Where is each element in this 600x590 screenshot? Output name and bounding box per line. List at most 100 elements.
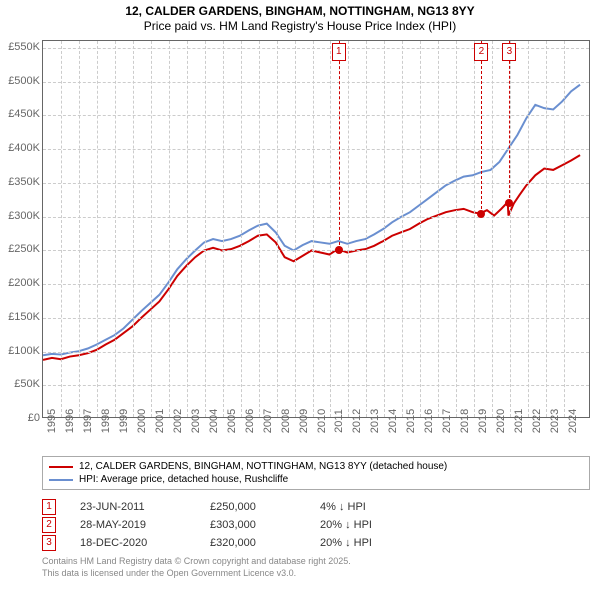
y-axis-label: £200K: [8, 277, 40, 289]
marker-label-box: 2: [474, 43, 488, 61]
x-axis-label: 1996: [64, 409, 76, 433]
chart-container: 12, CALDER GARDENS, BINGHAM, NOTTINGHAM,…: [0, 0, 600, 590]
marker-line: [509, 41, 510, 203]
chart-legend: 12, CALDER GARDENS, BINGHAM, NOTTINGHAM,…: [42, 456, 590, 490]
y-axis-label: £450K: [8, 108, 40, 120]
y-axis-label: £100K: [8, 345, 40, 357]
gridline-vertical: [313, 41, 314, 417]
gridline-horizontal: [43, 82, 589, 83]
gridline-vertical: [259, 41, 260, 417]
gridline-vertical: [456, 41, 457, 417]
x-axis-label: 2016: [423, 409, 435, 433]
title-subtitle: Price paid vs. HM Land Registry's House …: [0, 19, 600, 34]
sales-marker-box: 2: [42, 517, 56, 533]
x-axis-label: 2021: [513, 409, 525, 433]
y-axis-label: £300K: [8, 210, 40, 222]
x-axis-label: 2019: [477, 409, 489, 433]
x-axis-label: 2002: [172, 409, 184, 433]
sales-row: 318-DEC-2020£320,00020% ↓ HPI: [42, 534, 420, 552]
gridline-vertical: [348, 41, 349, 417]
x-axis-label: 2023: [549, 409, 561, 433]
sales-date: 23-JUN-2011: [80, 501, 210, 513]
x-axis-label: 2022: [531, 409, 543, 433]
gridline-horizontal: [43, 149, 589, 150]
chart-plot-area: 1995199619971998199920002001200220032004…: [42, 40, 590, 418]
marker-dot: [335, 246, 343, 254]
gridline-vertical: [277, 41, 278, 417]
legend-label: HPI: Average price, detached house, Rush…: [79, 474, 288, 485]
sales-row: 1 23-JUN-2011£250,0004% ↓ HPI: [42, 498, 420, 516]
gridline-horizontal: [43, 115, 589, 116]
y-axis-label: £150K: [8, 311, 40, 323]
footnote-line1: Contains HM Land Registry data © Crown c…: [42, 556, 351, 568]
gridline-vertical: [133, 41, 134, 417]
gridline-horizontal: [43, 183, 589, 184]
x-axis-label: 2020: [495, 409, 507, 433]
sales-price: £303,000: [210, 519, 320, 531]
sales-date: 28-MAY-2019: [80, 519, 210, 531]
gridline-vertical: [402, 41, 403, 417]
x-axis-label: 1995: [46, 409, 58, 433]
x-axis-label: 2018: [459, 409, 471, 433]
x-axis-label: 2012: [351, 409, 363, 433]
gridline-vertical: [187, 41, 188, 417]
x-axis-label: 2015: [405, 409, 417, 433]
x-axis-label: 2008: [280, 409, 292, 433]
legend-label: 12, CALDER GARDENS, BINGHAM, NOTTINGHAM,…: [79, 461, 447, 472]
gridline-vertical: [492, 41, 493, 417]
gridline-vertical: [528, 41, 529, 417]
gridline-vertical: [546, 41, 547, 417]
y-axis-label: £0: [28, 412, 40, 424]
x-axis-label: 1997: [82, 409, 94, 433]
legend-swatch: [49, 466, 73, 468]
sales-date: 18-DEC-2020: [80, 537, 210, 549]
gridline-horizontal: [43, 250, 589, 251]
marker-dot: [477, 210, 485, 218]
sales-table: 1 23-JUN-2011£250,0004% ↓ HPI 2 28-MAY-2019…: [42, 498, 420, 552]
gridline-vertical: [420, 41, 421, 417]
x-axis-label: 2005: [226, 409, 238, 433]
marker-line: [339, 41, 340, 250]
x-axis-label: 2024: [567, 409, 579, 433]
x-axis-label: 2017: [441, 409, 453, 433]
x-axis-label: 2007: [262, 409, 274, 433]
gridline-vertical: [474, 41, 475, 417]
gridline-vertical: [295, 41, 296, 417]
sales-marker-box: 3: [42, 535, 56, 551]
x-axis-label: 2003: [190, 409, 202, 433]
gridline-vertical: [61, 41, 62, 417]
y-axis-label: £400K: [8, 142, 40, 154]
gridline-vertical: [366, 41, 367, 417]
x-axis-label: 2010: [316, 409, 328, 433]
gridline-vertical: [97, 41, 98, 417]
footnote-line2: This data is licensed under the Open Gov…: [42, 568, 351, 580]
sales-price: £250,000: [210, 501, 320, 513]
sales-diff: 20% ↓ HPI: [320, 519, 420, 531]
legend-row: 12, CALDER GARDENS, BINGHAM, NOTTINGHAM,…: [49, 460, 583, 473]
marker-line: [481, 41, 482, 214]
x-axis-label: 2011: [333, 409, 345, 433]
x-axis-label: 1998: [100, 409, 112, 433]
x-axis-label: 2013: [369, 409, 381, 433]
gridline-horizontal: [43, 217, 589, 218]
sales-diff: 4% ↓ HPI: [320, 501, 420, 513]
sales-row: 2 28-MAY-2019£303,00020% ↓ HPI: [42, 516, 420, 534]
title-address: 12, CALDER GARDENS, BINGHAM, NOTTINGHAM,…: [0, 4, 600, 19]
gridline-vertical: [564, 41, 565, 417]
gridline-vertical: [384, 41, 385, 417]
sales-diff: 20% ↓ HPI: [320, 537, 420, 549]
x-axis-label: 2000: [136, 409, 148, 433]
gridline-vertical: [205, 41, 206, 417]
x-axis-label: 2009: [298, 409, 310, 433]
gridline-vertical: [169, 41, 170, 417]
x-axis-label: 2006: [244, 409, 256, 433]
x-axis-label: 1999: [118, 409, 130, 433]
sales-marker-box: 1: [42, 499, 56, 515]
chart-lines-svg: [43, 41, 589, 417]
marker-dot: [505, 199, 513, 207]
x-axis-label: 2001: [154, 409, 166, 433]
gridline-horizontal: [43, 284, 589, 285]
gridline-horizontal: [43, 385, 589, 386]
x-axis-label: 2014: [387, 409, 399, 433]
gridline-vertical: [223, 41, 224, 417]
